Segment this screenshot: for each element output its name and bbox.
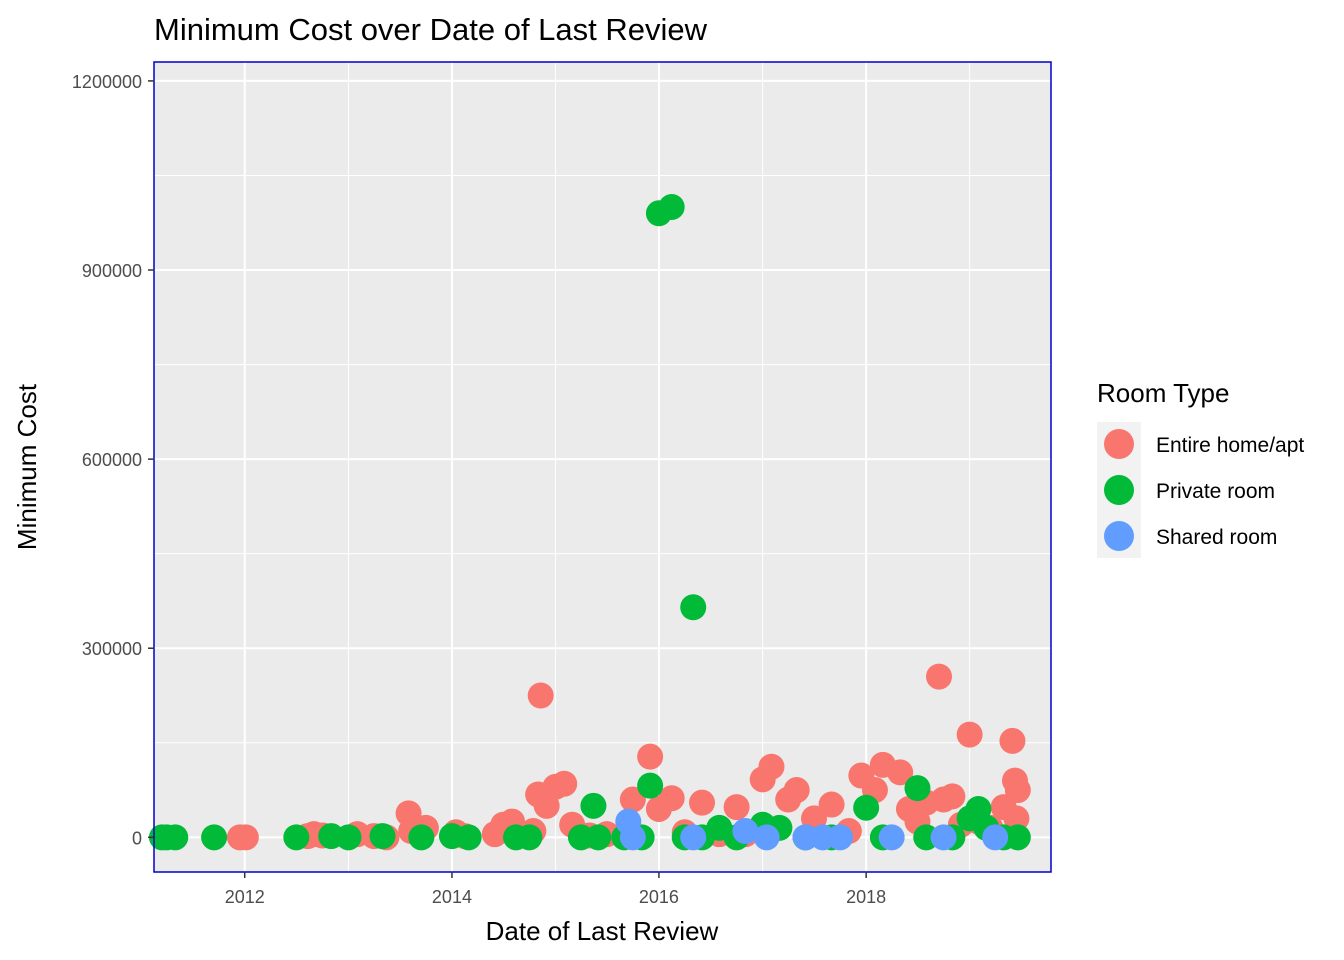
point-private-room — [637, 772, 664, 799]
point-private-room — [516, 824, 543, 851]
x-tick-label: 2018 — [846, 887, 886, 907]
point-private-room — [283, 824, 310, 851]
legend-label-shared-room: Shared room — [1156, 526, 1277, 549]
x-tick-label: 2012 — [225, 887, 265, 907]
x-axis: 2012 2014 2016 2018 — [225, 872, 886, 907]
point-entire-home-apt — [527, 682, 554, 709]
point-private-room — [369, 823, 396, 850]
point-shared-room — [619, 824, 646, 851]
point-shared-room — [732, 818, 759, 845]
point-entire-home-apt — [723, 794, 750, 821]
point-private-room — [680, 594, 707, 621]
data-points — [148, 193, 1031, 851]
point-entire-home-apt — [818, 791, 845, 818]
point-entire-home-apt — [232, 824, 259, 851]
x-axis-title: Date of Last Review — [486, 916, 719, 946]
legend: Room Type Entire home/apt Private room S… — [1097, 378, 1304, 558]
point-shared-room — [878, 824, 905, 851]
point-entire-home-apt — [783, 777, 810, 804]
plot-border — [153, 61, 1052, 873]
point-private-room — [1004, 824, 1031, 851]
point-entire-home-apt — [887, 759, 914, 786]
point-entire-home-apt — [758, 753, 785, 780]
y-tick-label: 300000 — [82, 639, 142, 659]
legend-key-private-room — [1104, 475, 1134, 505]
point-private-room — [408, 824, 435, 851]
point-entire-home-apt — [926, 663, 953, 690]
point-private-room — [162, 824, 189, 851]
grid-minor-lines — [154, 62, 1051, 872]
y-tick-label: 0 — [132, 828, 142, 848]
point-private-room — [580, 792, 607, 819]
legend-key-entire-home — [1104, 429, 1134, 459]
point-entire-home-apt — [658, 785, 685, 812]
point-private-room — [904, 775, 931, 802]
point-private-room — [853, 794, 880, 821]
point-private-room — [658, 193, 685, 220]
legend-label-entire-home: Entire home/apt — [1156, 434, 1304, 457]
point-shared-room — [753, 824, 780, 851]
point-entire-home-apt — [939, 783, 966, 810]
y-tick-label: 900000 — [82, 261, 142, 281]
legend-title: Room Type — [1097, 378, 1229, 408]
point-shared-room — [930, 824, 957, 851]
y-tick-label: 600000 — [82, 450, 142, 470]
point-entire-home-apt — [1003, 805, 1030, 832]
point-entire-home-apt — [956, 721, 983, 748]
point-shared-room — [827, 824, 854, 851]
point-private-room — [585, 824, 612, 851]
point-entire-home-apt — [1004, 777, 1031, 804]
point-shared-room — [680, 824, 707, 851]
point-shared-room — [982, 824, 1009, 851]
y-axis-title: Minimum Cost — [12, 383, 42, 550]
point-entire-home-apt — [619, 786, 646, 813]
chart-title: Minimum Cost over Date of Last Review — [154, 12, 708, 47]
y-axis: 0 300000 600000 900000 1200000 — [72, 72, 154, 848]
point-private-room — [335, 824, 362, 851]
point-private-room — [201, 824, 228, 851]
point-entire-home-apt — [689, 789, 716, 816]
point-private-room — [455, 824, 482, 851]
legend-label-private-room: Private room — [1156, 480, 1275, 503]
legend-key-shared-room — [1104, 521, 1134, 551]
y-tick-label: 1200000 — [72, 72, 142, 92]
x-tick-label: 2016 — [639, 887, 679, 907]
x-tick-label: 2014 — [432, 887, 472, 907]
point-entire-home-apt — [637, 743, 664, 770]
plot-panel — [154, 62, 1051, 872]
point-entire-home-apt — [999, 727, 1026, 754]
point-entire-home-apt — [551, 770, 578, 797]
